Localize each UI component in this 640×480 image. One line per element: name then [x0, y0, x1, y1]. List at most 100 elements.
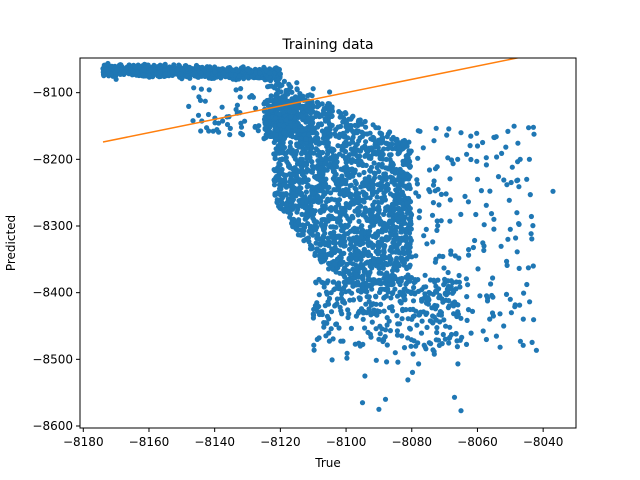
data-point [396, 177, 402, 183]
data-point [339, 227, 345, 234]
data-point [227, 132, 233, 138]
data-point [335, 197, 341, 203]
data-point [373, 125, 379, 131]
data-point [333, 321, 340, 327]
data-point [497, 344, 503, 350]
data-point [388, 247, 394, 253]
fit-line-series [102, 58, 521, 143]
data-point [329, 357, 335, 363]
data-point [442, 276, 448, 282]
data-point [447, 197, 453, 203]
data-point [302, 178, 308, 184]
data-point [408, 290, 414, 296]
data-point [328, 213, 335, 219]
data-point [394, 328, 400, 334]
data-point [456, 255, 462, 261]
data-point [322, 203, 328, 209]
data-point [190, 118, 196, 124]
data-point [504, 258, 510, 264]
data-point [530, 124, 537, 130]
data-point [400, 246, 406, 252]
data-point [318, 156, 325, 162]
data-point [431, 178, 437, 184]
data-point [387, 144, 393, 150]
data-point [331, 154, 337, 160]
data-point [414, 181, 420, 187]
data-point [525, 265, 532, 271]
data-point [367, 167, 373, 173]
data-point [337, 240, 343, 246]
data-point [323, 253, 329, 259]
data-point [463, 276, 469, 282]
data-point [357, 135, 363, 141]
data-point [373, 357, 379, 363]
data-point [445, 269, 451, 276]
data-point [488, 211, 495, 217]
data-point [329, 224, 336, 230]
data-point [529, 339, 535, 345]
data-point [303, 216, 309, 222]
y-axis-label: Predicted [4, 215, 18, 271]
data-point [456, 272, 462, 279]
data-point [334, 159, 340, 165]
data-point [401, 205, 407, 212]
data-point [362, 325, 368, 331]
data-point [493, 333, 499, 339]
data-point [299, 211, 305, 217]
data-point [343, 123, 349, 129]
data-point [491, 226, 497, 232]
data-point [467, 143, 473, 149]
data-point [362, 205, 368, 211]
data-point [361, 247, 367, 253]
data-point [316, 248, 323, 254]
data-point [387, 282, 393, 288]
data-point [376, 168, 382, 175]
data-point [394, 313, 400, 319]
data-point [396, 182, 402, 188]
data-point [407, 199, 414, 205]
data-point [336, 151, 343, 157]
data-point [395, 359, 401, 365]
data-point [323, 126, 330, 132]
data-point [328, 234, 335, 240]
data-point [402, 140, 408, 146]
y-tick-label: −8100 [32, 86, 73, 100]
data-point [462, 193, 468, 199]
data-point [434, 227, 440, 233]
data-point [430, 239, 436, 245]
data-point [328, 309, 335, 315]
data-point [422, 344, 428, 350]
data-point [346, 277, 353, 284]
data-point [399, 316, 405, 322]
data-point [325, 301, 332, 307]
data-point [289, 220, 295, 226]
data-point [356, 295, 362, 301]
data-point [383, 227, 389, 233]
data-point [309, 184, 315, 190]
data-point [148, 67, 154, 73]
data-point [267, 98, 273, 104]
data-point [331, 239, 337, 246]
data-point [342, 274, 348, 280]
data-point [274, 167, 280, 173]
data-point [509, 164, 515, 170]
data-point [433, 337, 439, 343]
data-point [378, 286, 384, 292]
x-tick-label: −8140 [194, 435, 235, 449]
data-point [313, 146, 319, 152]
data-point [315, 308, 321, 314]
data-point [403, 307, 409, 313]
data-point [384, 270, 390, 276]
data-point [348, 256, 354, 263]
plot-frame [79, 57, 577, 429]
data-point [408, 337, 414, 343]
data-point [362, 373, 368, 379]
data-point [379, 326, 385, 332]
data-point [464, 317, 470, 323]
data-point [505, 236, 511, 242]
data-point [433, 283, 439, 289]
data-point [405, 377, 411, 383]
data-point [341, 267, 347, 273]
data-point [161, 62, 167, 68]
data-point [315, 100, 321, 106]
